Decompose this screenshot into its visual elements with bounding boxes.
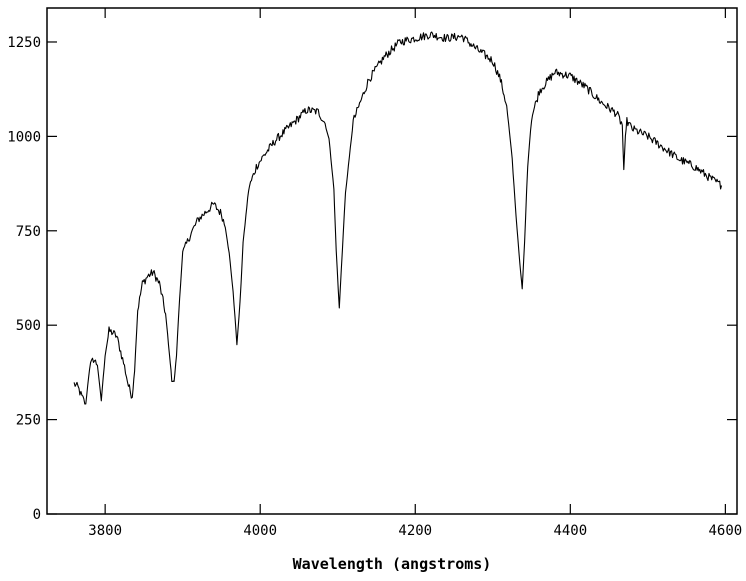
spectrum-line	[73, 31, 723, 405]
x-tick-label: 4400	[553, 523, 587, 539]
x-axis: 3800 4000 4200 4400 4600	[88, 8, 742, 539]
y-tick-label: 0	[33, 507, 41, 523]
x-tick-label: 4000	[243, 523, 277, 539]
plot-frame	[46, 7, 738, 515]
y-tick-label: 1000	[7, 129, 41, 145]
y-axis: 0 250 500 750 1000 1250	[7, 35, 737, 523]
x-tick-label: 4200	[398, 523, 432, 539]
y-tick-label: 750	[16, 224, 41, 240]
x-tick-label: 4600	[709, 523, 743, 539]
x-tick-label: 3800	[88, 523, 122, 539]
y-tick-label: 250	[16, 413, 41, 429]
x-axis-title: Wavelength (angstroms)	[293, 555, 492, 573]
y-tick-label: 500	[16, 318, 41, 334]
y-tick-label: 1250	[7, 35, 41, 51]
